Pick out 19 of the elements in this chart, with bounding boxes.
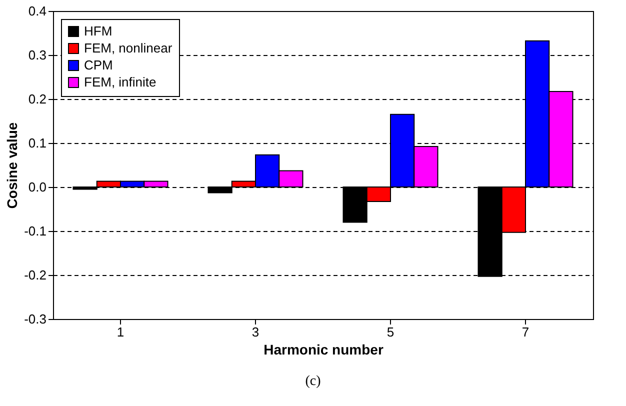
- x-tick-label: 1: [116, 324, 124, 340]
- y-tick-label: -0.3: [24, 312, 46, 326]
- legend-label: FEM, nonlinear: [84, 40, 173, 56]
- legend-label: HFM: [84, 24, 112, 38]
- legend-label: CPM: [84, 58, 113, 72]
- x-axis-title: Harmonic number: [264, 342, 384, 358]
- y-tick-label: 0.1: [28, 136, 46, 150]
- y-tick-label: -0.2: [24, 268, 46, 282]
- x-tick-label: 7: [522, 324, 530, 340]
- y-axis-title: Cosine value: [4, 122, 20, 209]
- x-tick-label: 3: [252, 324, 260, 340]
- y-tick-label: 0.2: [28, 92, 46, 106]
- y-tick-label: 0.0: [28, 180, 46, 194]
- x-tick-label: 5: [386, 324, 394, 340]
- y-tick-label: -0.1: [24, 224, 46, 238]
- y-tick-label: 0.4: [28, 4, 46, 18]
- y-tick-label: 0.3: [28, 48, 46, 62]
- legend-label: FEM, infinite: [84, 74, 156, 90]
- text: (c): [304, 374, 322, 390]
